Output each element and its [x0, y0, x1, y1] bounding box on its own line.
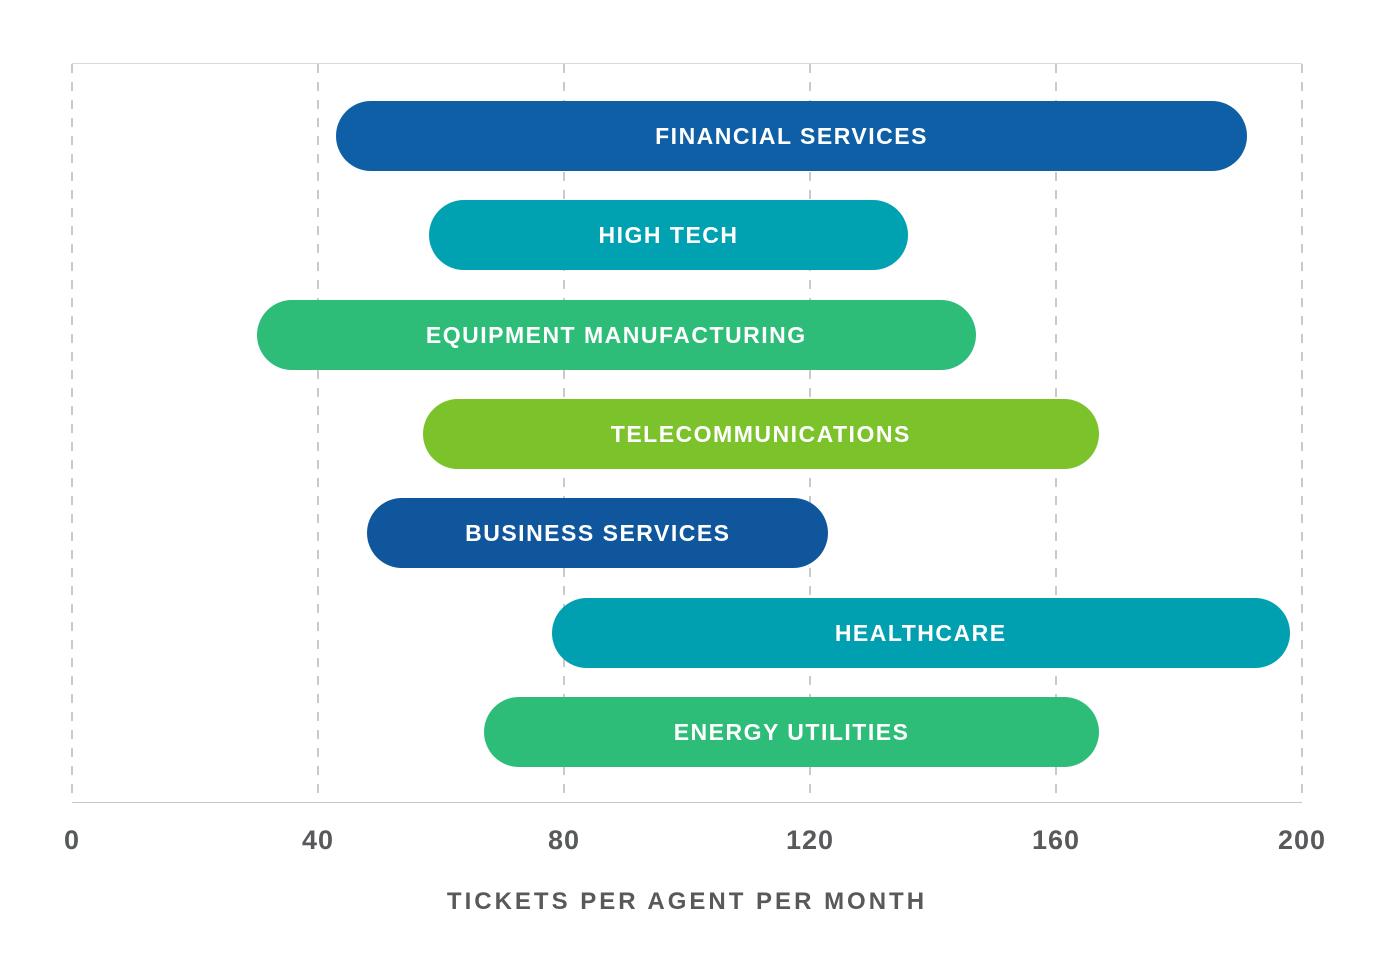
x-axis: 0 40 80 120 160 200: [64, 803, 1325, 863]
x-tick-label-120: 120: [785, 825, 835, 855]
x-tick-label-80: 80: [547, 825, 581, 855]
bar-label-energy-utilities: ENERGY UTILITIES: [673, 718, 910, 745]
bar-healthcare: HEALTHCARE: [551, 598, 1290, 668]
x-axis-title: TICKETS PER AGENT PER MONTH: [446, 888, 928, 915]
x-tick-label-40: 40: [301, 825, 335, 855]
bar-energy-utilities: ENERGY UTILITIES: [484, 697, 1100, 767]
bar-label-telecommunications: TELECOMMUNICATIONS: [610, 420, 911, 447]
bar-high-tech: HIGH TECH: [428, 200, 909, 270]
gridline-x-40: [317, 64, 319, 802]
x-tick-label-160: 160: [1031, 825, 1081, 855]
bar-label-healthcare: HEALTHCARE: [834, 619, 1007, 646]
plot-area: FINANCIAL SERVICES HIGH TECH EQUIPMENT MAN…: [71, 63, 1303, 803]
bar-label-financial-services: FINANCIAL SERVICES: [655, 122, 928, 149]
bar-label-business-services: BUSINESS SERVICES: [465, 519, 731, 546]
x-tick-label-200: 200: [1277, 825, 1327, 855]
x-tick-label-0: 0: [63, 825, 81, 855]
bar-label-equipment-manufacturing: EQUIPMENT MANUFACTURING: [425, 321, 807, 348]
bar-label-high-tech: HIGH TECH: [598, 221, 739, 248]
bar-telecommunications: TELECOMMUNICATIONS: [422, 399, 1100, 469]
bar-equipment-manufacturing: EQUIPMENT MANUFACTURING: [256, 300, 977, 370]
bar-financial-services: FINANCIAL SERVICES: [336, 101, 1247, 171]
gridline-x-0: [71, 64, 73, 802]
gridline-x-200: [1301, 64, 1303, 802]
bar-business-services: BUSINESS SERVICES: [367, 498, 829, 568]
